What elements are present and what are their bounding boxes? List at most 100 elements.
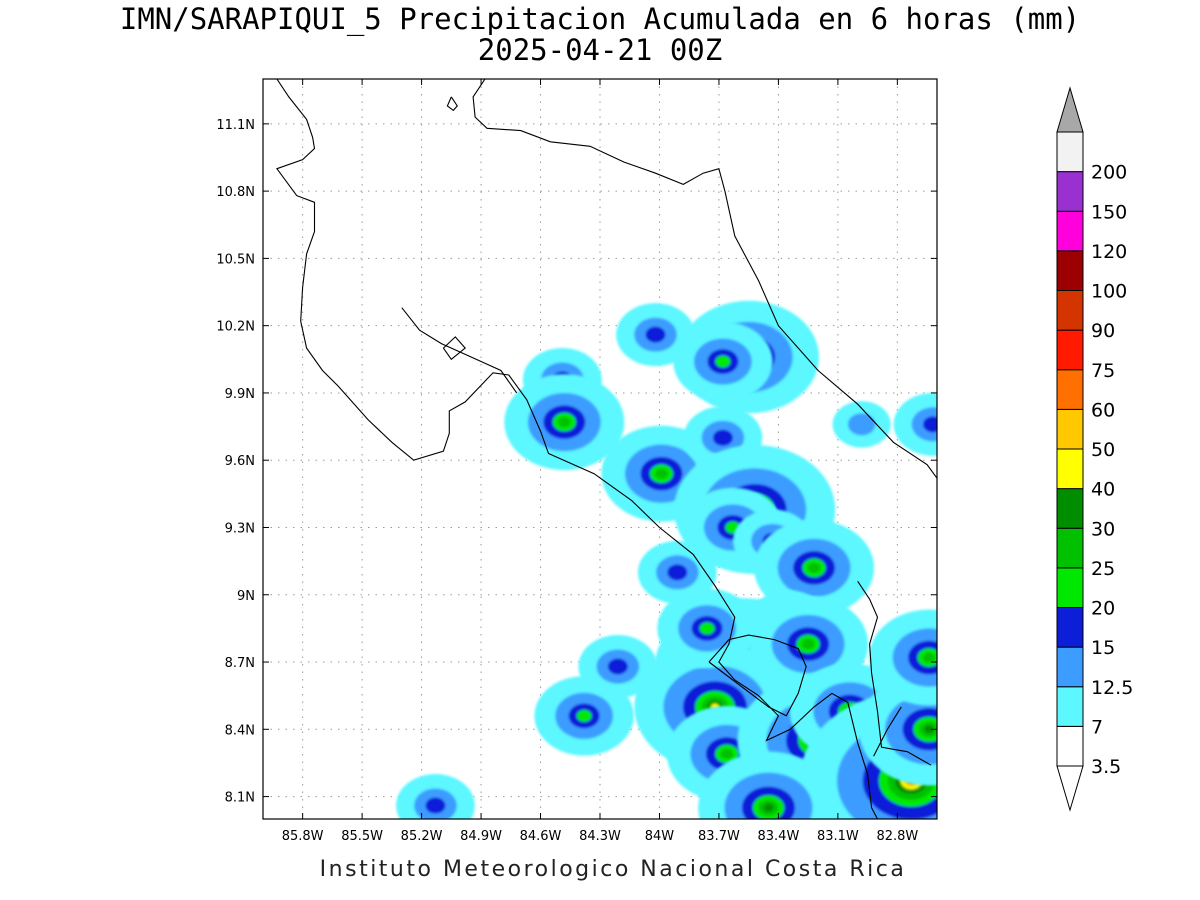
precip-cell	[698, 751, 839, 819]
precip-contour-level	[715, 355, 731, 368]
colorbar-label: 120	[1091, 241, 1127, 263]
lat-tick-label: 8.7N	[225, 656, 255, 671]
colorbar-label: 20	[1091, 598, 1115, 620]
colorbar-under-arrow	[1056, 765, 1084, 812]
colorbar-label: 30	[1091, 518, 1115, 540]
coastlines	[276, 79, 937, 819]
precip-contour-level	[576, 709, 592, 722]
lat-tick-label: 11.1N	[216, 118, 255, 133]
coastline-path	[708, 634, 807, 717]
lat-tick-label: 10.5N	[216, 252, 255, 267]
precip-cell	[616, 303, 695, 367]
precip-contour-level	[922, 652, 936, 663]
lat-tick-label: 9.6N	[225, 454, 255, 469]
colorbar-label: 90	[1091, 320, 1115, 342]
colorbar-swatch	[1056, 290, 1084, 331]
lon-tick-label: 84W	[645, 829, 675, 844]
precip-cell	[396, 774, 475, 819]
colorbar-swatch	[1056, 448, 1084, 490]
precip-contour-level	[801, 639, 815, 650]
colorbar-swatch	[1056, 369, 1084, 410]
precip-cell	[893, 392, 937, 456]
precip-contour-level	[763, 803, 774, 812]
precip-cell	[832, 401, 891, 448]
precip-contour-level	[558, 417, 571, 428]
colorbar-swatch	[1056, 488, 1084, 529]
lon-tick-label: 84.6W	[520, 829, 562, 844]
colorbar-label: 25	[1091, 558, 1115, 580]
coastline-path	[276, 79, 878, 819]
map-subtitle-date: 2025-04-21 00Z	[478, 33, 722, 67]
precip-contour-level	[923, 416, 937, 433]
colorbar-label: 40	[1091, 479, 1115, 501]
map-title: IMN/SARAPIQUI_5 Precipitacion Acumulada …	[120, 2, 1080, 37]
precip-cell	[637, 540, 717, 604]
colorbar-swatch	[1056, 171, 1084, 212]
colorbar-swatch	[1056, 527, 1084, 569]
lat-tick-label: 8.4N	[225, 723, 255, 738]
lat-tick-label: 8.1N	[225, 791, 255, 806]
latitude-axis: 8.1N 8.4N 8.7N 9N 9.3N 9.6N 9.9N 10.2N 10.5N 10.8…	[216, 118, 937, 806]
colorbar-label: 3.5	[1091, 756, 1121, 778]
precip-contour-level	[425, 797, 446, 814]
lon-tick-label: 83.4W	[758, 829, 800, 844]
colorbar-label: 50	[1091, 439, 1115, 461]
colorbar-label: 60	[1091, 399, 1115, 421]
precip-cell	[657, 588, 757, 669]
precip-cell	[504, 374, 625, 471]
coastline-path	[857, 580, 932, 766]
lat-tick-label: 9.3N	[225, 521, 255, 536]
precip-contour-level	[924, 725, 935, 734]
colorbar-label: 15	[1091, 637, 1115, 659]
colorbar-label: 150	[1091, 201, 1127, 223]
precipitation-field	[396, 300, 937, 819]
coastline-path	[472, 79, 937, 479]
colorbar-swatch	[1056, 250, 1084, 291]
coastline-path	[442, 336, 466, 361]
lat-tick-label: 9.9N	[225, 387, 255, 402]
colorbar-swatch	[1056, 329, 1084, 371]
precip-contour-level	[607, 658, 628, 675]
lon-tick-label: 84.9W	[460, 829, 502, 844]
colorbar-label: 75	[1091, 360, 1115, 382]
credit-text: Instituto Meteorologico Nacional Costa R…	[320, 857, 907, 882]
precip-contour-level	[655, 468, 668, 479]
longitude-axis: 85.8W 85.5W 85.2W 84.9W 84.6W 84.3W 84W 83.7W 83…	[282, 79, 918, 844]
coastline-path	[446, 96, 458, 112]
precip-contour-level	[720, 748, 734, 759]
colorbar-label: 12.5	[1091, 677, 1133, 699]
precip-cell	[869, 609, 937, 706]
precip-cell	[673, 321, 773, 402]
precip-contour-level	[807, 562, 821, 573]
colorbar-legend: 3.5 7 12.5 15 20 25 30 40 50 60 75 90 100 120 150 200	[1056, 86, 1133, 812]
colorbar-swatch	[1056, 646, 1084, 688]
precip-contour-level	[645, 326, 666, 343]
lon-tick-label: 85.2W	[401, 829, 443, 844]
precip-contour-level	[847, 413, 876, 436]
lat-tick-label: 10.2N	[216, 320, 255, 335]
lat-tick-label: 10.8N	[216, 185, 255, 200]
lat-tick-label: 9N	[237, 589, 255, 604]
colorbar-swatch	[1056, 567, 1084, 608]
lon-tick-label: 82.8W	[876, 829, 918, 844]
colorbar-swatch	[1056, 210, 1084, 252]
colorbar-label: 7	[1091, 716, 1103, 738]
lon-tick-label: 83.1W	[817, 829, 859, 844]
colorbar-swatch	[1056, 686, 1084, 727]
colorbar-over-arrow	[1056, 86, 1084, 133]
colorbar-swatch	[1056, 607, 1084, 648]
plot-area: 8.1N 8.4N 8.7N 9N 9.3N 9.6N 9.9N 10.2N 10.5N 10.8…	[216, 78, 938, 844]
coastline-path	[401, 307, 518, 394]
lon-tick-label: 83.7W	[698, 829, 740, 844]
colorbar-swatch	[1056, 725, 1084, 767]
colorbar-label: 100	[1091, 281, 1127, 303]
colorbar-label: 200	[1091, 162, 1127, 184]
colorbar-swatch	[1056, 408, 1084, 450]
precip-contour-level	[712, 429, 733, 446]
lon-tick-label: 85.5W	[341, 829, 383, 844]
precip-cell	[578, 635, 658, 699]
colorbar-swatch	[1056, 131, 1084, 173]
lon-tick-label: 84.3W	[579, 829, 621, 844]
precip-contour-level	[667, 564, 688, 581]
